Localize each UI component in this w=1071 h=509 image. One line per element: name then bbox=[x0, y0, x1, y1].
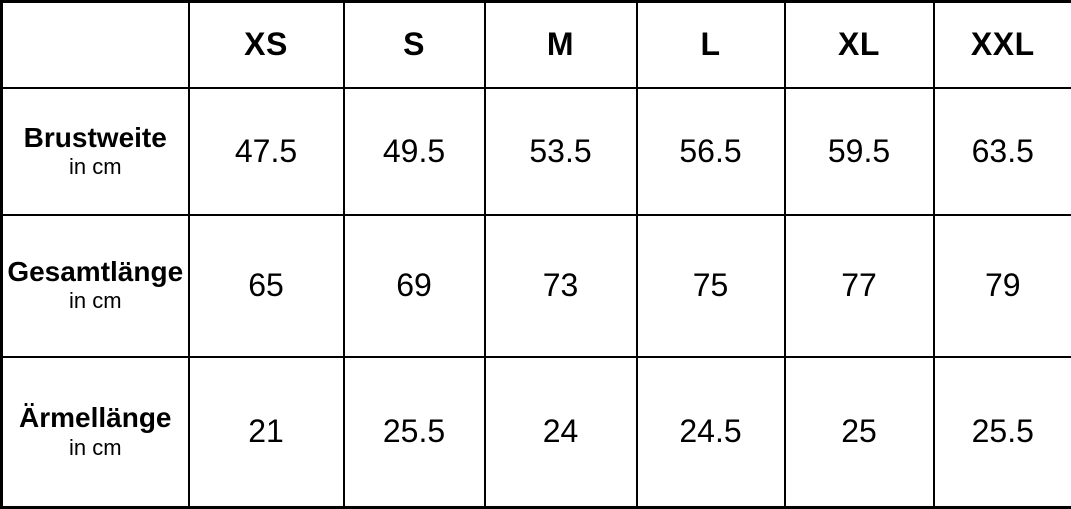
corner-cell bbox=[2, 2, 189, 88]
table-cell: 25 bbox=[785, 357, 934, 508]
row-unit: in cm bbox=[3, 154, 188, 180]
table-row-brustweite: Brustweite in cm 47.5 49.5 53.5 56.5 59.… bbox=[2, 88, 1071, 215]
column-header-xs: XS bbox=[189, 2, 344, 88]
table-row-aermellaenge: Ärmellänge in cm 21 25.5 24 24.5 25 25.5 bbox=[2, 357, 1071, 508]
column-header-xxl: XXL bbox=[934, 2, 1071, 88]
table-cell: 47.5 bbox=[189, 88, 344, 215]
column-header-s: S bbox=[344, 2, 485, 88]
row-label: Brustweite bbox=[3, 122, 188, 154]
row-unit: in cm bbox=[3, 435, 188, 461]
row-label: Gesamtlänge bbox=[3, 256, 188, 288]
row-label: Ärmellänge bbox=[3, 402, 188, 434]
table-cell: 69 bbox=[344, 215, 485, 357]
table-cell: 79 bbox=[934, 215, 1071, 357]
row-header-brustweite: Brustweite in cm bbox=[2, 88, 189, 215]
column-header-xl: XL bbox=[785, 2, 934, 88]
table-cell: 75 bbox=[637, 215, 785, 357]
row-unit: in cm bbox=[3, 288, 188, 314]
table-cell: 25.5 bbox=[934, 357, 1071, 508]
table-cell: 77 bbox=[785, 215, 934, 357]
column-header-l: L bbox=[637, 2, 785, 88]
table-cell: 63.5 bbox=[934, 88, 1071, 215]
table-cell: 59.5 bbox=[785, 88, 934, 215]
table-cell: 56.5 bbox=[637, 88, 785, 215]
table-cell: 53.5 bbox=[485, 88, 637, 215]
column-header-m: M bbox=[485, 2, 637, 88]
table-cell: 24 bbox=[485, 357, 637, 508]
table-cell: 25.5 bbox=[344, 357, 485, 508]
table-cell: 21 bbox=[189, 357, 344, 508]
table-cell: 24.5 bbox=[637, 357, 785, 508]
table-cell: 49.5 bbox=[344, 88, 485, 215]
table-cell: 65 bbox=[189, 215, 344, 357]
table-row-gesamtlaenge: Gesamtlänge in cm 65 69 73 75 77 79 bbox=[2, 215, 1071, 357]
table-cell: 73 bbox=[485, 215, 637, 357]
row-header-aermellaenge: Ärmellänge in cm bbox=[2, 357, 189, 508]
header-row: XS S M L XL XXL bbox=[2, 2, 1071, 88]
row-header-gesamtlaenge: Gesamtlänge in cm bbox=[2, 215, 189, 357]
